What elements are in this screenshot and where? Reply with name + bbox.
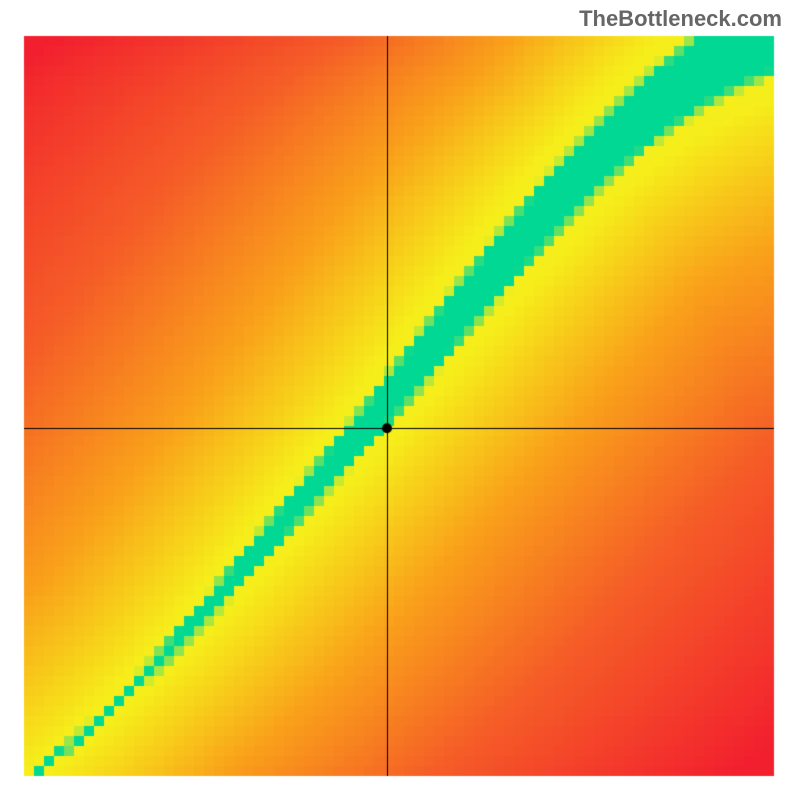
chart-container: TheBottleneck.com (0, 0, 800, 800)
watermark-text: TheBottleneck.com (579, 6, 782, 32)
heatmap-canvas (0, 0, 800, 800)
